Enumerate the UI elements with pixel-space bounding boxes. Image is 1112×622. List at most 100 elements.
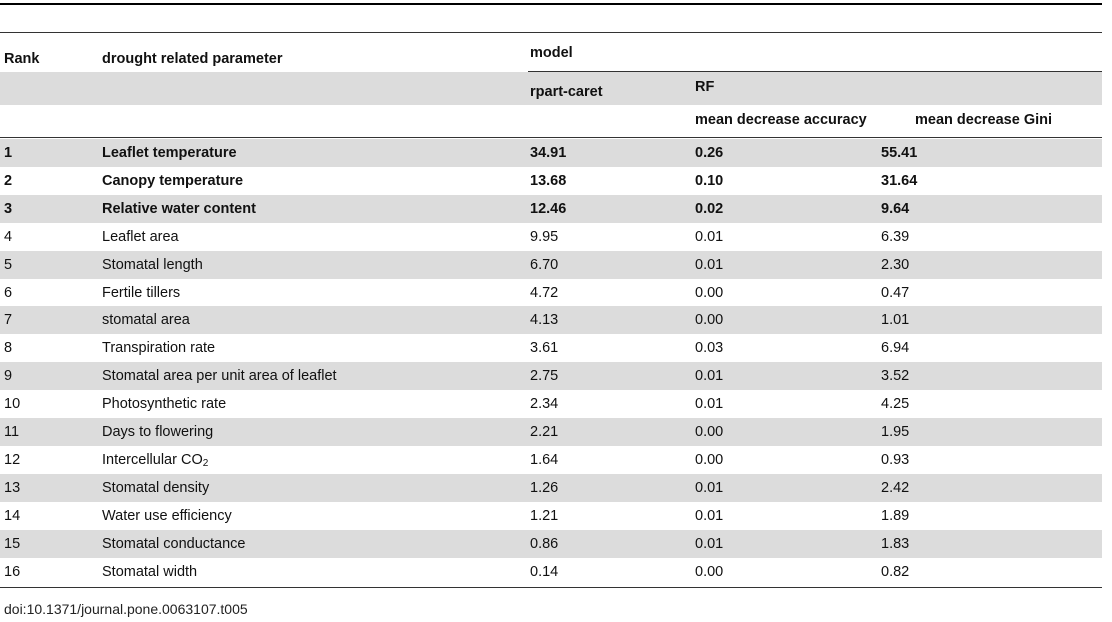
- parameter-cell: Days to flowering: [102, 423, 213, 441]
- parameter-cell: Transpiration rate: [102, 339, 215, 357]
- model-header: model: [530, 45, 573, 61]
- mean-decrease-accuracy-cell: 0.00: [695, 451, 723, 469]
- mean-decrease-gini-cell: 4.25: [881, 395, 909, 413]
- mean-decrease-accuracy-cell-text: 0.00: [695, 312, 724, 329]
- parameter-cell-text: Leaflet temperature: [102, 145, 237, 161]
- mean-decrease-accuracy-cell: 0.01: [695, 535, 723, 553]
- rpart-caret-cell-text: 34.91: [530, 145, 567, 161]
- table-row: 4 Leaflet area 9.95 0.01 6.39: [0, 223, 1102, 251]
- rpart-caret-cell-text: 2.34: [530, 396, 559, 413]
- rank-cell: 12: [4, 451, 20, 469]
- rank-cell: 9: [4, 367, 12, 385]
- mean-decrease-gini-cell: 9.64: [881, 200, 909, 218]
- rank-cell: 4: [4, 228, 12, 246]
- parameter-cell-text: Stomatal density: [102, 479, 210, 496]
- rank-cell-text: 5: [4, 256, 13, 273]
- rank-cell: 3: [4, 200, 12, 218]
- parameter-cell: Stomatal width: [102, 563, 197, 581]
- mean-decrease-gini-cell: 1.89: [881, 507, 909, 525]
- mean-decrease-gini-cell-text: 2.42: [881, 479, 910, 496]
- parameter-cell-text: Photosynthetic rate: [102, 396, 227, 413]
- parameter-cell-text: Stomatal conductance: [102, 535, 246, 552]
- mean-decrease-gini-cell-text: 31.64: [881, 172, 918, 189]
- rank-cell-text: 15: [4, 535, 21, 552]
- parameter-cell-text: Days to flowering: [102, 424, 214, 440]
- parameter-cell-text: Canopy temperature: [102, 172, 244, 189]
- rank-cell: 6: [4, 284, 12, 302]
- header-bottom-rule: [0, 137, 1102, 138]
- mean-decrease-accuracy-cell: 0.01: [695, 256, 723, 274]
- mean-decrease-accuracy-cell-text: 0.00: [695, 284, 724, 301]
- table-top-rule: [0, 3, 1102, 5]
- rpart-caret-cell-text: 9.95: [530, 228, 559, 245]
- rank-cell: 2: [4, 172, 12, 190]
- rpart-caret-cell-text: 13.68: [530, 172, 567, 189]
- mean-decrease-accuracy-cell: 0.01: [695, 507, 723, 525]
- table-bottom-rule: [0, 587, 1102, 588]
- mean-decrease-accuracy-cell-text: 0.01: [695, 228, 724, 245]
- rpart-caret-cell: 0.14: [530, 563, 558, 581]
- rpart-caret-cell: 1.26: [530, 479, 558, 497]
- rank-cell: 14: [4, 507, 20, 525]
- rf-header: RF: [695, 79, 715, 95]
- mean-decrease-gini-cell-text: 3.52: [881, 368, 910, 385]
- parameter-cell: Stomatal area per unit area of leaflet: [102, 367, 337, 385]
- mean-decrease-gini-cell: 3.52: [881, 367, 909, 385]
- mean-decrease-accuracy-cell-text: 0.01: [695, 256, 724, 273]
- rpart-caret-cell: 3.61: [530, 339, 558, 357]
- parameter-cell: Fertile tillers: [102, 284, 180, 302]
- rpart-caret-cell-text: 0.86: [530, 535, 559, 552]
- table-row: 13 Stomatal density 1.26 0.01 2.42: [0, 473, 1102, 502]
- parameter-cell: Intercellular CO2: [102, 451, 208, 469]
- mean-decrease-gini-cell-text: 6.94: [881, 340, 910, 357]
- rank-cell: 5: [4, 256, 12, 274]
- rpart-caret-cell-text: 12.46: [530, 200, 567, 217]
- mean-decrease-accuracy-cell: 0.26: [695, 144, 723, 162]
- mean-decrease-accuracy-cell: 0.01: [695, 367, 723, 385]
- mean-decrease-accuracy-cell-text: 0.01: [695, 479, 724, 496]
- rpart-caret-cell: 9.95: [530, 228, 558, 246]
- parameter-cell: Canopy temperature: [102, 172, 243, 190]
- rank-cell-text: 8: [4, 340, 13, 357]
- mean-decrease-gini-cell-text: 1.95: [881, 424, 910, 440]
- parameter-cell-text: Fertile tillers: [102, 284, 181, 301]
- table-row: 1 Leaflet temperature 34.91 0.26 55.41: [0, 139, 1102, 167]
- mean-decrease-gini-cell-text: 6.39: [881, 228, 910, 245]
- mean-decrease-gini-cell-text: 4.25: [881, 396, 910, 413]
- mean-decrease-accuracy-cell: 0.02: [695, 200, 723, 218]
- rank-cell-text: 13: [4, 479, 21, 496]
- table-row: 12 Intercellular CO2 1.64 0.00 0.93: [0, 446, 1102, 474]
- doi-caption: doi:10.1371/journal.pone.0063107.t005: [4, 601, 248, 617]
- table-row: 7 stomatal area 4.13 0.00 1.01: [0, 306, 1102, 335]
- rpart-caret-cell: 4.13: [530, 311, 558, 329]
- rank-cell: 10: [4, 395, 20, 413]
- rank-cell-text: 1: [4, 145, 13, 161]
- parameter-cell: Relative water content: [102, 200, 256, 218]
- rank-cell-text: 10: [4, 396, 21, 413]
- rank-cell: 16: [4, 563, 20, 581]
- parameter-cell-text: Water use efficiency: [102, 507, 232, 524]
- mean-decrease-gini-cell: 0.47: [881, 284, 909, 302]
- parameter-cell: Leaflet temperature: [102, 144, 237, 162]
- rpart-caret-cell-text: 4.72: [530, 284, 559, 301]
- mean-decrease-gini-cell: 1.95: [881, 423, 909, 441]
- rpart-caret-cell: 34.91: [530, 144, 566, 162]
- rank-cell-text: 4: [4, 228, 13, 245]
- parameter-cell-text: Stomatal width: [102, 563, 198, 580]
- rpart-caret-cell: 2.21: [530, 423, 558, 441]
- rank-cell-text: 14: [4, 507, 21, 524]
- parameter-cell: Stomatal length: [102, 256, 203, 274]
- rank-cell-text: 11: [4, 424, 20, 440]
- mean-decrease-accuracy-cell: 0.01: [695, 395, 723, 413]
- mean-decrease-accuracy-cell-text: 0.01: [695, 396, 724, 413]
- model-subheader-rule: [528, 71, 1102, 72]
- mean-decrease-gini-cell-text: 1.89: [881, 507, 910, 524]
- rank-cell-text: 6: [4, 284, 13, 301]
- header-rule: [0, 32, 1102, 33]
- mean-decrease-accuracy-cell-text: 0.10: [695, 172, 724, 189]
- mean-decrease-gini-cell-text: 0.47: [881, 284, 910, 301]
- rank-cell-text: 2: [4, 172, 13, 189]
- table-row: 2 Canopy temperature 13.68 0.10 31.64: [0, 167, 1102, 195]
- rank-header: Rank: [4, 51, 40, 67]
- parameter-cell-text: stomatal area: [102, 312, 190, 329]
